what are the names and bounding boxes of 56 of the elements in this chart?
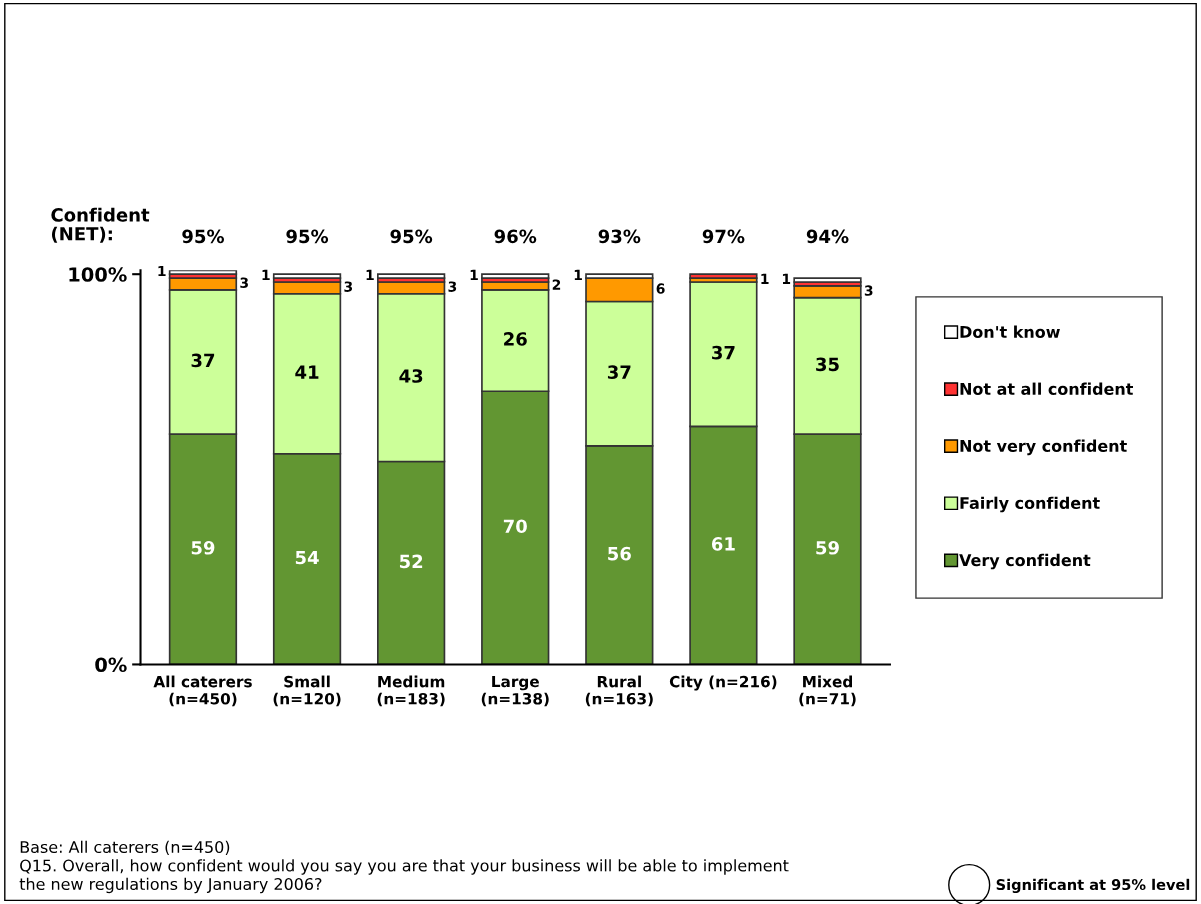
data-label: 35: [816, 357, 839, 372]
x-tick-label: Mixed (n=71): [799, 675, 856, 707]
x-tick-label: Small (n=120): [273, 675, 341, 707]
text: Don't know: [960, 325, 1060, 338]
data-label: 61: [711, 537, 735, 551]
legend-label: Not at all confident: [960, 382, 1134, 395]
data-label: 37: [712, 345, 735, 360]
data-label: 41: [295, 365, 319, 379]
data-label: 59: [191, 540, 215, 555]
data-label: 1: [262, 269, 270, 280]
legend-label: Very confident: [959, 553, 1091, 570]
legend-label: Not very confident: [960, 439, 1127, 456]
text: 97%: [702, 229, 745, 244]
data-label: 1: [158, 265, 166, 277]
bar: [481, 273, 550, 279]
data-label: 59: [816, 540, 839, 555]
y-tick-label: 0%: [95, 657, 127, 673]
bar: [376, 273, 446, 279]
bar: [689, 273, 758, 279]
data-label: 6: [656, 283, 665, 294]
data-label: 37: [607, 365, 631, 379]
text: 96%: [494, 229, 537, 244]
text: 95%: [390, 229, 433, 244]
text: 95%: [286, 229, 329, 244]
data-label: 54: [295, 550, 319, 565]
x-tick-label: Medium (n=183): [377, 675, 445, 707]
data-label: 1: [470, 269, 478, 280]
data-label: 1: [782, 273, 791, 284]
data-label: 1: [366, 269, 374, 280]
data-label: 70: [503, 519, 527, 534]
data-label: 3: [448, 281, 457, 292]
text: 93%: [598, 229, 641, 244]
text: 95%: [182, 229, 224, 244]
data-label: 3: [240, 277, 248, 288]
x-tick-label: All caterers (n=450): [153, 675, 252, 707]
data-label: 1: [574, 269, 582, 280]
data-label: 3: [344, 281, 353, 292]
data-label: 3: [864, 285, 873, 296]
x-tick-label: Rural (n=163): [585, 675, 653, 707]
bar: [272, 273, 342, 279]
x-tick-label: Large (n=138): [481, 675, 549, 707]
text: 94%: [806, 229, 849, 244]
data-label: 37: [191, 353, 215, 368]
y-tick-label: 100%: [69, 267, 127, 282]
data-label: 56: [608, 546, 631, 561]
data-label: 2: [552, 279, 561, 290]
legend-label: Fairly confident: [960, 496, 1100, 513]
text: Confident (NET):: [51, 207, 150, 243]
bar: [793, 277, 862, 283]
text: Base: All caterers (n=450) Q15. Overall, how confident would you say you are that your business will be able to implement the new regulations by January 2006?: [19, 840, 789, 894]
data-label: 26: [504, 332, 527, 346]
data-label: 1: [761, 273, 769, 284]
x-tick-label: City (n=216): [669, 675, 777, 691]
data-label: 52: [399, 554, 423, 569]
data-label: 43: [399, 369, 423, 383]
text: Significant at 95% level: [996, 878, 1190, 894]
